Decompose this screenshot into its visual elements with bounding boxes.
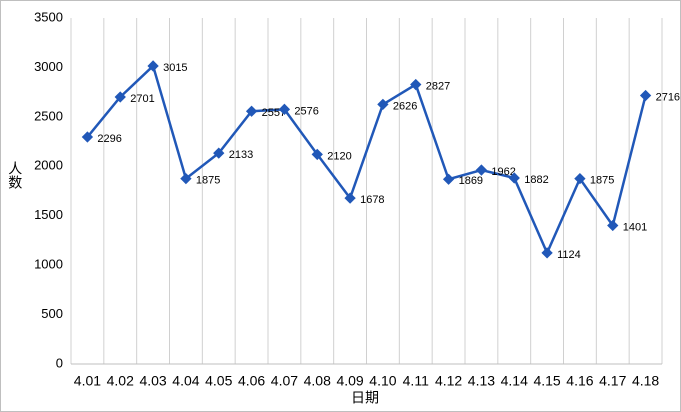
x-tick-label: 4.01 <box>74 373 101 389</box>
line <box>86 63 647 256</box>
y-tick-label: 500 <box>41 306 63 321</box>
y-tick-label: 3500 <box>34 9 63 24</box>
x-tick-label: 4.04 <box>172 373 199 389</box>
x-tick-label: 4.06 <box>238 373 265 389</box>
data-label: 2576 <box>294 105 318 117</box>
x-tick-label: 4.02 <box>107 373 134 389</box>
data-point <box>344 192 356 204</box>
data-label: 1124 <box>557 249 581 261</box>
x-tick-label: 4.14 <box>501 373 528 389</box>
data-label: 2133 <box>229 149 253 161</box>
data-label: 1875 <box>196 175 220 187</box>
data-label: 2626 <box>393 100 417 112</box>
data-label: 1678 <box>360 194 384 206</box>
data-label: 2296 <box>97 133 121 145</box>
x-tick-label: 4.05 <box>205 373 232 389</box>
x-tick-label: 4.15 <box>533 373 560 389</box>
x-tick-label: 4.18 <box>632 373 659 389</box>
data-label: 1882 <box>524 174 548 186</box>
data-label: 2827 <box>426 80 450 92</box>
x-tick-label: 4.13 <box>468 373 495 389</box>
x-tick-label: 4.09 <box>336 373 363 389</box>
data-label: 1875 <box>590 175 614 187</box>
data-point <box>607 219 619 232</box>
data-point <box>541 247 553 259</box>
x-tick-label: 4.08 <box>304 373 331 389</box>
y-axis-label: 人数 <box>7 161 23 189</box>
data-label: 1869 <box>459 175 483 187</box>
x-tick-label: 4.07 <box>271 373 298 389</box>
x-tick-label: 4.17 <box>599 373 626 389</box>
data-label: 1962 <box>491 166 515 178</box>
y-tick-label: 2500 <box>34 108 63 123</box>
data-point <box>442 173 455 185</box>
data-point <box>180 172 192 185</box>
y-tick-label: 3000 <box>34 59 63 74</box>
y-tick-label: 0 <box>56 355 63 370</box>
x-tick-label: 4.12 <box>435 373 462 389</box>
x-tick-label: 4.03 <box>139 373 166 389</box>
data-label: 3015 <box>163 62 187 74</box>
x-tick-label: 4.16 <box>566 373 593 389</box>
x-tick-label: 4.11 <box>403 373 429 389</box>
y-tick-label: 1000 <box>34 257 63 272</box>
data-point <box>508 172 520 184</box>
data-point <box>311 148 323 161</box>
data-point <box>574 172 586 185</box>
x-tick-label: 4.10 <box>369 373 396 389</box>
y-tick-label: 2000 <box>34 158 63 173</box>
data-label: 1401 <box>623 221 647 233</box>
data-point <box>213 147 225 159</box>
data-label: 2716 <box>656 91 680 103</box>
data-point <box>475 164 488 176</box>
x-axis-label: 日期 <box>351 390 379 406</box>
data-label: 2701 <box>130 93 154 105</box>
data-label: 2120 <box>327 150 351 162</box>
y-tick-label: 1500 <box>34 207 63 222</box>
